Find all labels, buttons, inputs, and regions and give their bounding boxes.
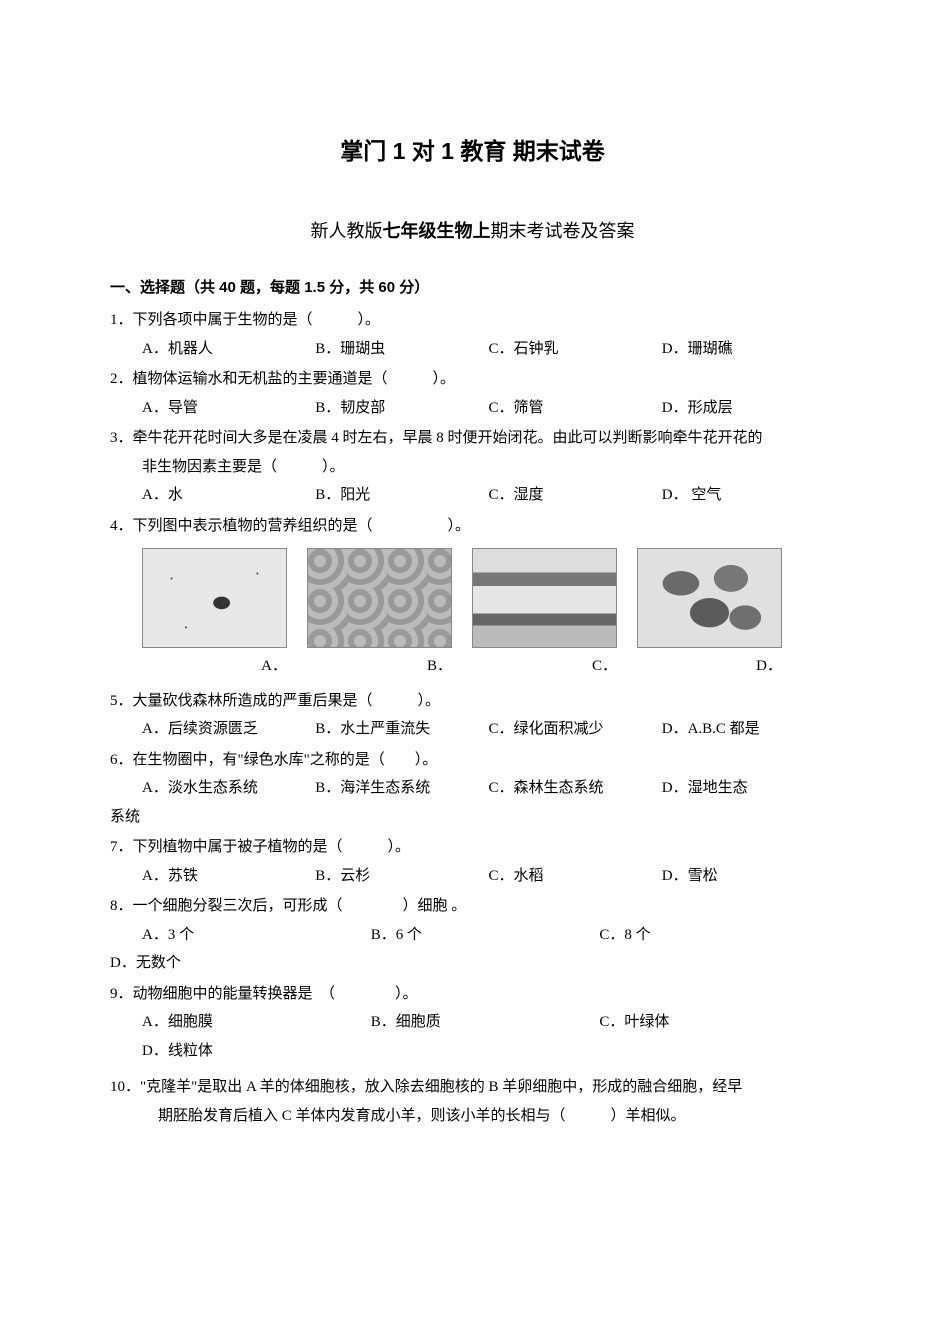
q4-images: [110, 548, 835, 648]
question-7: 7．下列植物中属于被子植物的是（ ）。 A．苏铁 B．云杉 C．水稻 D．雪松: [110, 833, 835, 890]
q2-opt-b: B．韧皮部: [315, 394, 488, 423]
tissue-image-b: [307, 548, 452, 648]
q9-text: 9．动物细胞中的能量转换器是 （ ）。: [110, 980, 835, 1009]
question-5: 5．大量砍伐森林所造成的严重后果是（ ）。 A．后续资源匮乏 B．水土严重流失 …: [110, 687, 835, 744]
q2-options: A．导管 B．韧皮部 C．筛管 D．形成层: [110, 394, 835, 423]
q6-opt-d: D．湿地生态: [662, 774, 835, 803]
tissue-image-c: [472, 548, 617, 648]
subtitle-prefix: 新人教版: [311, 221, 383, 241]
q3-text-line1: 3．牵牛花开花时间大多是在凌晨 4 时左右，早晨 8 时便开始闭花。由此可以判断…: [110, 424, 835, 453]
subtitle-suffix: 期末考试卷及答案: [491, 221, 635, 241]
question-9: 9．动物细胞中的能量转换器是 （ ）。 A．细胞膜 B．细胞质 C．叶绿体 D．…: [110, 980, 835, 1066]
question-3: 3．牵牛花开花时间大多是在凌晨 4 时左右，早晨 8 时便开始闭花。由此可以判断…: [110, 424, 835, 510]
q6-opt-a: A．淡水生态系统: [142, 774, 315, 803]
q3-opt-d: D． 空气: [662, 481, 835, 510]
tissue-image-a: [142, 548, 287, 648]
q10-text-line2: 期胚胎发育后植入 C 羊体内发育成小羊，则该小羊的长相与（ ）羊相似。: [110, 1102, 835, 1131]
q5-text: 5．大量砍伐森林所造成的严重后果是（ ）。: [110, 687, 835, 716]
q6-options: A．淡水生态系统 B．海洋生态系统 C．森林生态系统 D．湿地生态: [110, 774, 835, 803]
q4-label-c: C．: [472, 652, 637, 681]
q7-text: 7．下列植物中属于被子植物的是（ ）。: [110, 833, 835, 862]
q1-options: A．机器人 B．珊瑚虫 C．石钟乳 D．珊瑚礁: [110, 335, 835, 364]
q4-label-a: A．: [142, 652, 307, 681]
q5-options: A．后续资源匮乏 B．水土严重流失 C．绿化面积减少 D．A.B.C 都是: [110, 715, 835, 744]
q5-opt-b: B．水土严重流失: [315, 715, 488, 744]
q5-opt-a: A．后续资源匮乏: [142, 715, 315, 744]
q9-opt-a: A．细胞膜: [142, 1008, 371, 1037]
q7-opt-a: A．苏铁: [142, 862, 315, 891]
q1-opt-b: B．珊瑚虫: [315, 335, 488, 364]
question-2: 2．植物体运输水和无机盐的主要通道是（ ）。 A．导管 B．韧皮部 C．筛管 D…: [110, 365, 835, 422]
q7-opt-c: C．水稻: [489, 862, 662, 891]
q2-opt-d: D．形成层: [662, 394, 835, 423]
question-4: 4．下列图中表示植物的营养组织的是（ ）。 A． B． C． D．: [110, 512, 835, 681]
q6-text: 6．在生物圈中，有"绿色水库"之称的是（ ）。: [110, 746, 835, 775]
q9-options: A．细胞膜 B．细胞质 C．叶绿体: [110, 1008, 835, 1037]
tissue-image-d: [637, 548, 782, 648]
q5-opt-d: D．A.B.C 都是: [662, 715, 835, 744]
q4-label-b: B．: [307, 652, 472, 681]
q8-opt-c: C．8 个: [599, 921, 828, 950]
q1-opt-a: A．机器人: [142, 335, 315, 364]
page-subtitle: 新人教版七年级生物上期末考试卷及答案: [110, 214, 835, 248]
q10-text-line1: 10．"克隆羊"是取出 A 羊的体细胞核，放入除去细胞核的 B 羊卵细胞中，形成…: [110, 1073, 835, 1102]
q3-opt-c: C．湿度: [489, 481, 662, 510]
q6-trailing: 系统: [110, 803, 835, 832]
q1-text: 1．下列各项中属于生物的是（ ）。: [110, 306, 835, 335]
q8-opt-d: D．无数个: [110, 949, 835, 978]
question-1: 1．下列各项中属于生物的是（ ）。 A．机器人 B．珊瑚虫 C．石钟乳 D．珊瑚…: [110, 306, 835, 363]
subtitle-bold: 七年级生物上: [383, 221, 491, 241]
q2-opt-c: C．筛管: [489, 394, 662, 423]
q3-opt-a: A．水: [142, 481, 315, 510]
q2-opt-a: A．导管: [142, 394, 315, 423]
q7-options: A．苏铁 B．云杉 C．水稻 D．雪松: [110, 862, 835, 891]
question-8: 8．一个细胞分裂三次后，可形成（ ）细胞 。 A．3 个 B．6 个 C．8 个…: [110, 892, 835, 978]
q1-opt-c: C．石钟乳: [489, 335, 662, 364]
question-6: 6．在生物圈中，有"绿色水库"之称的是（ ）。 A．淡水生态系统 B．海洋生态系…: [110, 746, 835, 832]
q3-opt-b: B．阳光: [315, 481, 488, 510]
q9-opt-b: B．细胞质: [371, 1008, 600, 1037]
q9-opt-c: C．叶绿体: [599, 1008, 828, 1037]
q4-label-d: D．: [637, 652, 802, 681]
q5-opt-c: C．绿化面积减少: [489, 715, 662, 744]
section-heading: 一、选择题（共 40 题，每题 1.5 分，共 60 分）: [110, 274, 835, 303]
q8-text: 8．一个细胞分裂三次后，可形成（ ）细胞 。: [110, 892, 835, 921]
q2-text: 2．植物体运输水和无机盐的主要通道是（ ）。: [110, 365, 835, 394]
q4-image-labels: A． B． C． D．: [110, 652, 835, 681]
q8-options: A．3 个 B．6 个 C．8 个: [110, 921, 835, 950]
q1-opt-d: D．珊瑚礁: [662, 335, 835, 364]
q8-opt-b: B．6 个: [371, 921, 600, 950]
q8-opt-a: A．3 个: [142, 921, 371, 950]
q7-opt-b: B．云杉: [315, 862, 488, 891]
question-10: 10．"克隆羊"是取出 A 羊的体细胞核，放入除去细胞核的 B 羊卵细胞中，形成…: [110, 1073, 835, 1130]
page-title: 掌门 1 对 1 教育 期末试卷: [110, 130, 835, 174]
q7-opt-d: D．雪松: [662, 862, 835, 891]
q6-opt-c: C．森林生态系统: [489, 774, 662, 803]
q4-text: 4．下列图中表示植物的营养组织的是（ ）。: [110, 512, 835, 541]
q6-opt-b: B．海洋生态系统: [315, 774, 488, 803]
q3-text-line2: 非生物因素主要是（ ）。: [110, 453, 835, 482]
q9-opt-d: D．线粒体: [110, 1037, 835, 1066]
q3-options: A．水 B．阳光 C．湿度 D． 空气: [110, 481, 835, 510]
